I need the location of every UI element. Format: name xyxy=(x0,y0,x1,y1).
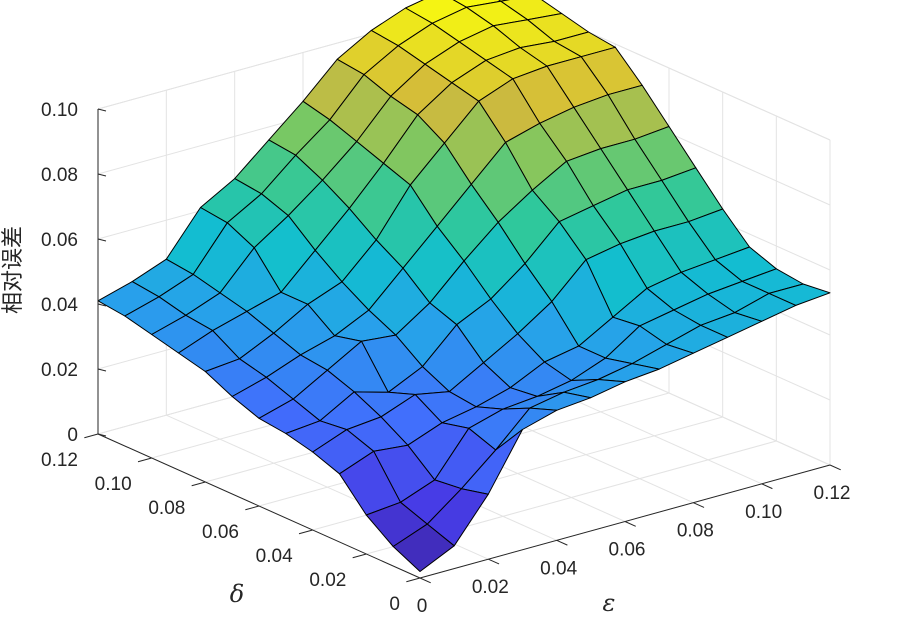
y-tick-mark xyxy=(84,433,99,439)
axes-lines xyxy=(84,108,841,584)
y-tick-mark xyxy=(191,481,206,487)
x-tick-label: 0.02 xyxy=(472,577,509,598)
y-tick-label: 0.02 xyxy=(309,570,346,591)
y-tick-label: 0.10 xyxy=(95,474,132,495)
y-tick-mark xyxy=(406,577,421,583)
z-tick-mark xyxy=(97,238,107,242)
z-tick-mark xyxy=(97,303,107,307)
x-tick-mark xyxy=(556,539,568,546)
z-axis-label: 相对误差 xyxy=(1,226,26,314)
y-tick-label: 0.08 xyxy=(148,498,185,519)
z-tick-label: 0.08 xyxy=(41,165,78,186)
y-tick-label: 0.06 xyxy=(202,522,239,543)
y-tick-mark xyxy=(137,457,152,463)
x-tick-label: 0.04 xyxy=(540,558,577,579)
delta-tick-labels: 0 0.02 0.04 0.06 0.08 0.10 0.12 xyxy=(41,450,400,615)
surface-patch xyxy=(392,523,455,572)
y-tick-label: 0 xyxy=(389,594,400,615)
y-tick-mark xyxy=(298,529,313,535)
y-axis-label: δ xyxy=(230,580,244,608)
y-tick-label: 0.12 xyxy=(41,450,78,471)
x-tick-label: 0.08 xyxy=(677,521,714,542)
y-tick-mark xyxy=(245,505,260,511)
z-tick-mark xyxy=(97,433,107,437)
x-tick-mark xyxy=(693,502,705,508)
z-tick-label: 0.06 xyxy=(41,230,78,251)
x-tick-label: 0.12 xyxy=(814,483,851,504)
surface-mesh xyxy=(97,0,831,572)
x-tick-mark xyxy=(624,521,636,527)
z-tick-mark xyxy=(97,368,107,372)
z-tick-label: 0.10 xyxy=(41,100,78,121)
x-tick-mark xyxy=(829,464,841,471)
x-tick-label: 0 xyxy=(417,596,428,617)
x-tick-mark xyxy=(419,577,431,584)
x-tick-label: 0.06 xyxy=(609,540,646,561)
x-axis-label: ε xyxy=(603,589,616,617)
z-tick-label: 0 xyxy=(67,425,78,446)
y-tick-mark xyxy=(352,553,367,559)
z-tick-label: 0.02 xyxy=(41,360,78,381)
x-tick-mark xyxy=(488,558,500,565)
z-tick-labels: 0 0.02 0.04 0.06 0.08 0.10 xyxy=(41,100,78,446)
x-tick-label: 0.10 xyxy=(745,502,782,523)
z-tick-label: 0.04 xyxy=(41,295,78,316)
epsilon-tick-labels: 0 0.02 0.04 0.06 0.08 0.10 0.12 xyxy=(417,483,851,617)
z-tick-mark xyxy=(97,173,107,177)
x-tick-mark xyxy=(761,483,773,490)
y-tick-label: 0.04 xyxy=(256,546,293,567)
z-tick-mark xyxy=(97,108,107,112)
